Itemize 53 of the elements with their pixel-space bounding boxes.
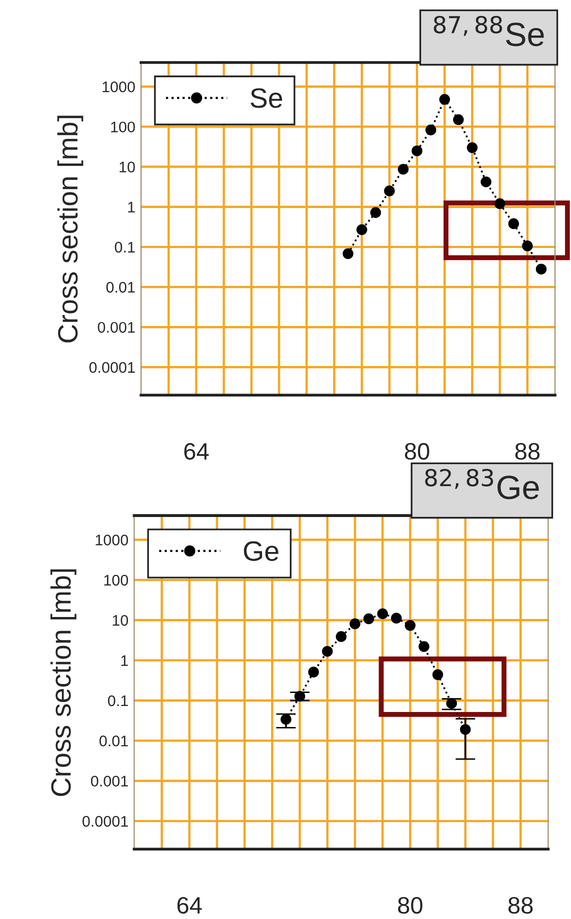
y-tick-label: 0.001	[98, 322, 135, 333]
y-tick-label: 1	[121, 655, 128, 666]
y-tick-label: 0.0001	[89, 362, 135, 373]
y-tick-label: 100	[111, 122, 135, 132]
x-tick-label: 80	[398, 897, 422, 914]
x-tick-label: 88	[515, 443, 540, 460]
y-tick-label: 0.01	[99, 736, 128, 746]
y-axis-title: Cross section [mb]	[50, 569, 76, 796]
point	[377, 608, 388, 620]
y-tick-label: 1000	[96, 534, 128, 546]
y-tick-label: 0.1	[108, 695, 128, 706]
y-tick-label: 0.0001	[82, 816, 128, 827]
point	[384, 186, 395, 196]
point	[508, 218, 519, 230]
point	[390, 612, 402, 624]
point	[398, 164, 409, 175]
x-tick-label: 64	[184, 443, 209, 460]
y-tick-label: 0.001	[91, 776, 128, 787]
point	[494, 198, 506, 210]
point	[370, 207, 382, 218]
point	[425, 124, 436, 136]
y-tick-label: 0.1	[114, 242, 135, 253]
y-axis-title: Cross section [mb]	[57, 116, 84, 342]
x-tick-label: 64	[177, 897, 202, 914]
point	[356, 224, 368, 236]
y-tick-label: 1	[128, 202, 135, 212]
chart-title: $^{87,88}$Se	[434, 16, 544, 46]
point	[522, 240, 533, 252]
point	[453, 114, 464, 126]
y-tick-label: 10	[120, 162, 135, 172]
point	[480, 176, 492, 188]
point	[404, 620, 416, 631]
point	[466, 142, 478, 154]
y-tick-label: 10	[112, 614, 128, 626]
point	[322, 646, 333, 657]
y-tick-label: 100	[104, 574, 128, 586]
legend-label: Se	[250, 88, 282, 108]
x-tick-label: 88	[508, 897, 533, 914]
point	[350, 618, 360, 630]
point	[363, 613, 374, 624]
y-tick-label: 1000	[102, 81, 135, 92]
y-tick-label: 0.01	[106, 282, 135, 293]
point	[412, 145, 422, 156]
point	[336, 631, 347, 642]
point	[432, 669, 444, 680]
x-tick-label: 80	[404, 443, 430, 460]
point	[418, 641, 430, 652]
legend-label: Ge	[244, 541, 278, 561]
point	[536, 264, 547, 274]
point	[439, 94, 450, 105]
point	[308, 666, 319, 678]
point	[342, 248, 354, 260]
chart-title: $^{82,83}$Ge	[425, 468, 539, 500]
